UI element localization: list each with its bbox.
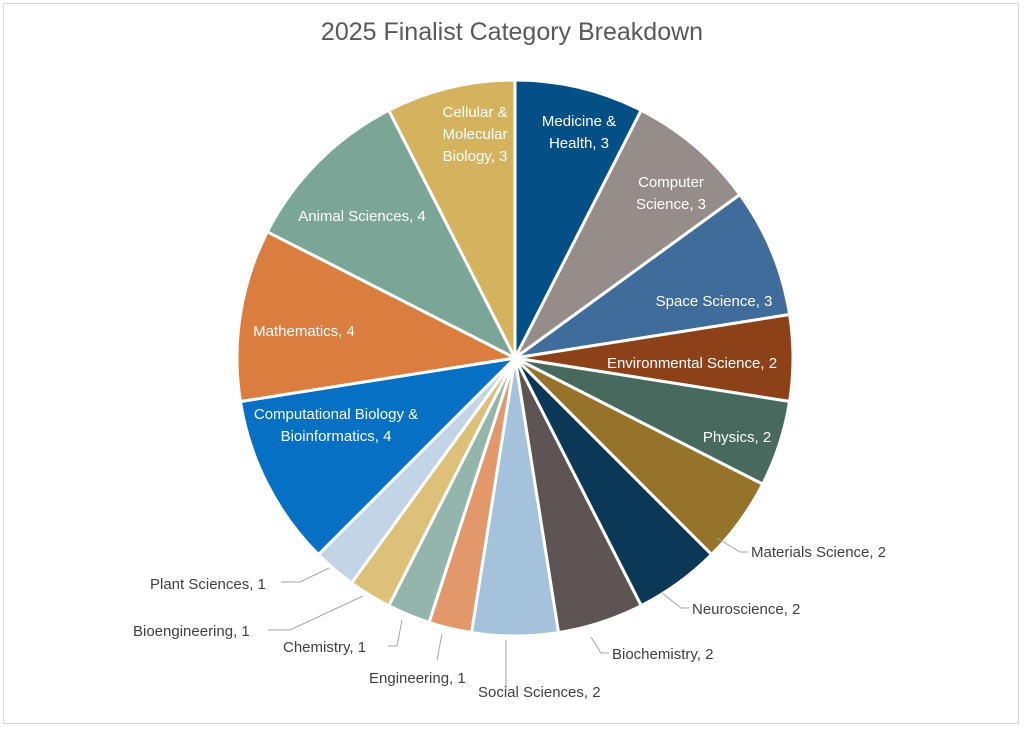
data-label: Mathematics, 4 <box>253 323 355 340</box>
data-label: Chemistry, 1 <box>283 639 366 656</box>
data-label: Space Science, 3 <box>656 293 773 310</box>
pie-slice <box>513 108 742 360</box>
chart-title: 2025 Finalist Category Breakdown <box>320 18 704 46</box>
data-label: Physics, 2 <box>703 429 771 446</box>
leader-line <box>281 567 330 583</box>
data-label: Neuroscience, 2 <box>692 601 800 618</box>
data-label: Plant Sciences, 1 <box>150 576 266 593</box>
leader-line <box>388 619 403 647</box>
pie-slice <box>513 193 792 360</box>
leader-line <box>268 595 364 631</box>
pie-slice <box>265 108 517 360</box>
leader-line <box>590 636 609 654</box>
data-label: Computer Science, 3 <box>636 174 706 213</box>
data-label: Biochemistry, 2 <box>612 646 713 663</box>
data-label: Medicine & Health, 3 <box>542 113 616 152</box>
data-label: Social Sciences, 2 <box>478 684 601 701</box>
data-label: Environmental Science, 2 <box>607 355 777 372</box>
data-label: Computational Biology & Bioinformatics, 4 <box>254 406 418 445</box>
pie-slice <box>235 230 517 403</box>
data-label: Engineering, 1 <box>369 670 466 687</box>
pie-slice <box>238 356 517 557</box>
leader-line <box>660 591 689 609</box>
leader-line <box>716 537 748 553</box>
pie-slice <box>513 78 643 360</box>
leader-line <box>436 633 443 661</box>
data-label: Materials Science, 2 <box>751 544 886 561</box>
data-label: Bioengineering, 1 <box>133 623 250 640</box>
data-label: Animal Sciences, 4 <box>298 208 426 225</box>
data-label: Cellular & Molecular Biology, 3 <box>442 104 507 165</box>
pie-slice <box>387 78 517 360</box>
